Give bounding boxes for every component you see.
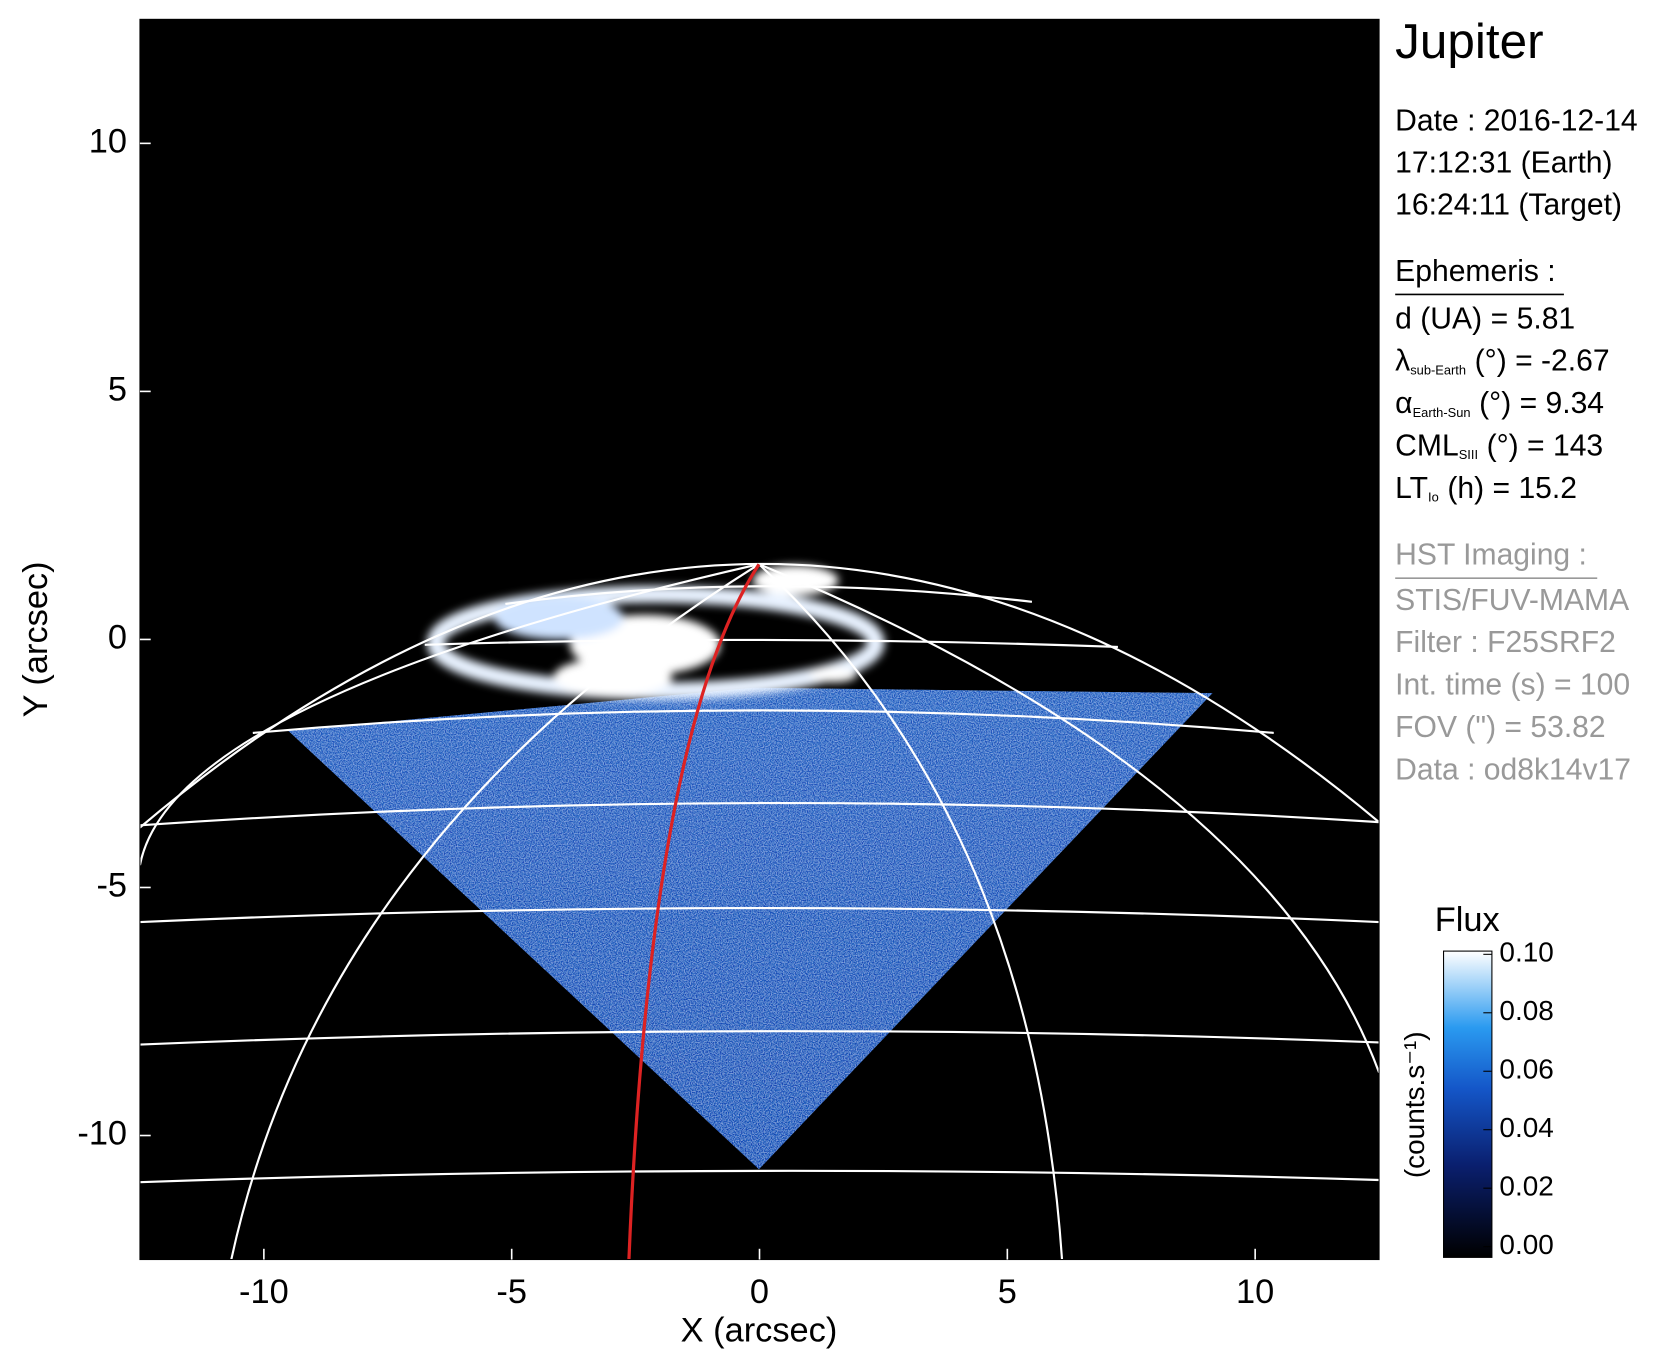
ephemeris-heading: Ephemeris : — [1395, 255, 1555, 288]
instrument-line: STIS/FUV-MAMA — [1395, 584, 1629, 617]
date-line: 17:12:31 (Earth) — [1395, 146, 1612, 179]
subscript: Earth-Sun — [1413, 405, 1471, 420]
image-content — [139, 562, 1380, 1260]
y-tick-label: 10 — [89, 122, 127, 160]
symbol: λ — [1395, 345, 1410, 378]
subscript: Io — [1428, 490, 1439, 505]
value-text: (h) = 15.2 — [1447, 472, 1577, 505]
colorbar-tick-label: 0.04 — [1499, 1112, 1553, 1143]
ephemeris-item: CMLSIII (°) = 143 — [1395, 430, 1603, 463]
x-tick-label: -10 — [239, 1273, 289, 1311]
date-line: 16:24:11 (Target) — [1395, 188, 1622, 221]
colorbar-title: Flux — [1435, 901, 1500, 939]
colorbar-label: (counts.s⁻¹) — [1399, 1031, 1430, 1178]
colorbar-tick-label: 0.06 — [1499, 1054, 1553, 1085]
value-text: (°) = -2.67 — [1475, 345, 1610, 378]
colorbar-tick-label: 0.02 — [1499, 1171, 1553, 1202]
instrument-heading: HST Imaging : — [1395, 539, 1587, 572]
value-text: (°) = 143 — [1487, 430, 1604, 463]
instrument-line: Data : od8k14v17 — [1395, 754, 1631, 787]
instrument-line: FOV (") = 53.82 — [1395, 711, 1605, 744]
subscript: SIII — [1459, 448, 1478, 463]
emission — [288, 687, 1213, 1170]
subscript: sub-Earth — [1410, 363, 1466, 378]
y-tick-label: 5 — [108, 370, 127, 408]
symbol: CML — [1395, 430, 1459, 463]
y-tick-label: -5 — [96, 867, 127, 905]
ephemeris-item: LTIo (h) = 15.2 — [1395, 472, 1577, 505]
ephemeris-item: αEarth-Sun (°) = 9.34 — [1395, 387, 1604, 420]
value-text: = 5.81 — [1491, 302, 1575, 335]
x-tick-label: 5 — [998, 1273, 1017, 1311]
colorbar-tick-label: 0.00 — [1499, 1229, 1553, 1260]
ephemeris-item: λsub-Earth (°) = -2.67 — [1395, 345, 1609, 378]
colorbar-tick-label: 0.08 — [1499, 995, 1553, 1026]
y-tick-label: -10 — [77, 1115, 127, 1153]
value-text: (°) = 9.34 — [1479, 387, 1604, 420]
symbol: LT — [1395, 472, 1428, 505]
colorbar-tick-label: 0.10 — [1499, 937, 1553, 968]
y-tick-label: 0 — [108, 619, 127, 657]
x-tick-label: 0 — [750, 1273, 769, 1311]
date-line: Date : 2016-12-14 — [1395, 104, 1637, 137]
x-axis-label: X (arcsec) — [681, 1312, 838, 1350]
instrument-line: Filter : F25SRF2 — [1395, 626, 1616, 659]
symbol: d (UA) — [1395, 302, 1482, 335]
instrument-line: Int. time (s) = 100 — [1395, 669, 1630, 702]
ephemeris-item: d (UA) = 5.81 — [1395, 302, 1575, 335]
colorbar — [1443, 950, 1493, 1258]
symbol: α — [1395, 387, 1412, 420]
x-tick-label: 10 — [1236, 1273, 1274, 1311]
x-tick-label: -5 — [496, 1273, 527, 1311]
y-axis-label: Y (arcsec) — [17, 561, 55, 717]
chart-title: Jupiter — [1395, 14, 1543, 69]
